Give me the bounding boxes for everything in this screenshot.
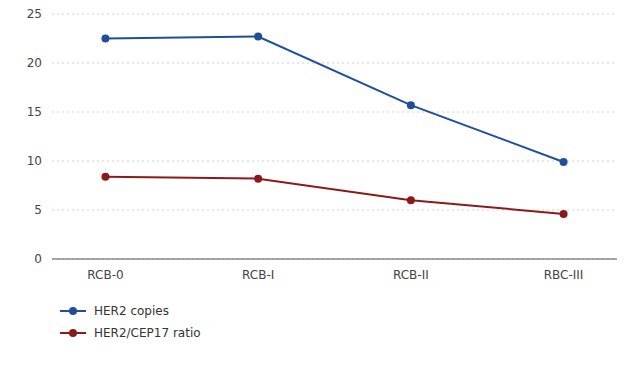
grid-line bbox=[52, 112, 617, 113]
grid-line bbox=[52, 63, 617, 64]
x-tick-label: RBC-III bbox=[544, 268, 584, 282]
grid-line bbox=[52, 161, 617, 162]
legend-label: HER2 copies bbox=[94, 304, 169, 318]
x-tick-label: RCB-II bbox=[393, 268, 429, 282]
chart: 0 5 10 15 20 25 RCB-0 RCB-I RCB-II RBC-III HER2 co… bbox=[0, 0, 635, 369]
x-axis-line bbox=[52, 259, 617, 260]
plot-area bbox=[101, 33, 567, 218]
y-tick-label: 20 bbox=[27, 56, 42, 70]
legend-marker bbox=[69, 329, 77, 337]
y-tick-label: 5 bbox=[34, 203, 42, 217]
x-tick-label: RCB-I bbox=[242, 268, 274, 282]
y-tick-label: 25 bbox=[27, 7, 42, 21]
point bbox=[254, 33, 262, 41]
legend-marker bbox=[69, 307, 77, 315]
grid-line bbox=[52, 14, 617, 15]
series-line bbox=[105, 177, 563, 214]
point bbox=[560, 158, 568, 166]
point bbox=[560, 210, 568, 218]
legend: HER2 copies HER2/CEP17 ratio bbox=[60, 304, 201, 340]
point bbox=[407, 196, 415, 204]
y-tick-label: 10 bbox=[27, 154, 42, 168]
grid-line bbox=[52, 259, 617, 260]
chart-container: 0 5 10 15 20 25 RCB-0 RCB-I RCB-II RBC-III HER2 co… bbox=[0, 0, 635, 369]
point bbox=[254, 175, 262, 183]
y-tick-label: 0 bbox=[34, 252, 42, 266]
x-tick-label: RCB-0 bbox=[87, 268, 123, 282]
grid bbox=[52, 14, 617, 259]
point bbox=[101, 35, 109, 43]
point bbox=[407, 101, 415, 109]
y-tick-label: 15 bbox=[27, 105, 42, 119]
legend-label: HER2/CEP17 ratio bbox=[94, 326, 201, 340]
series-line bbox=[105, 37, 563, 162]
point bbox=[101, 173, 109, 181]
